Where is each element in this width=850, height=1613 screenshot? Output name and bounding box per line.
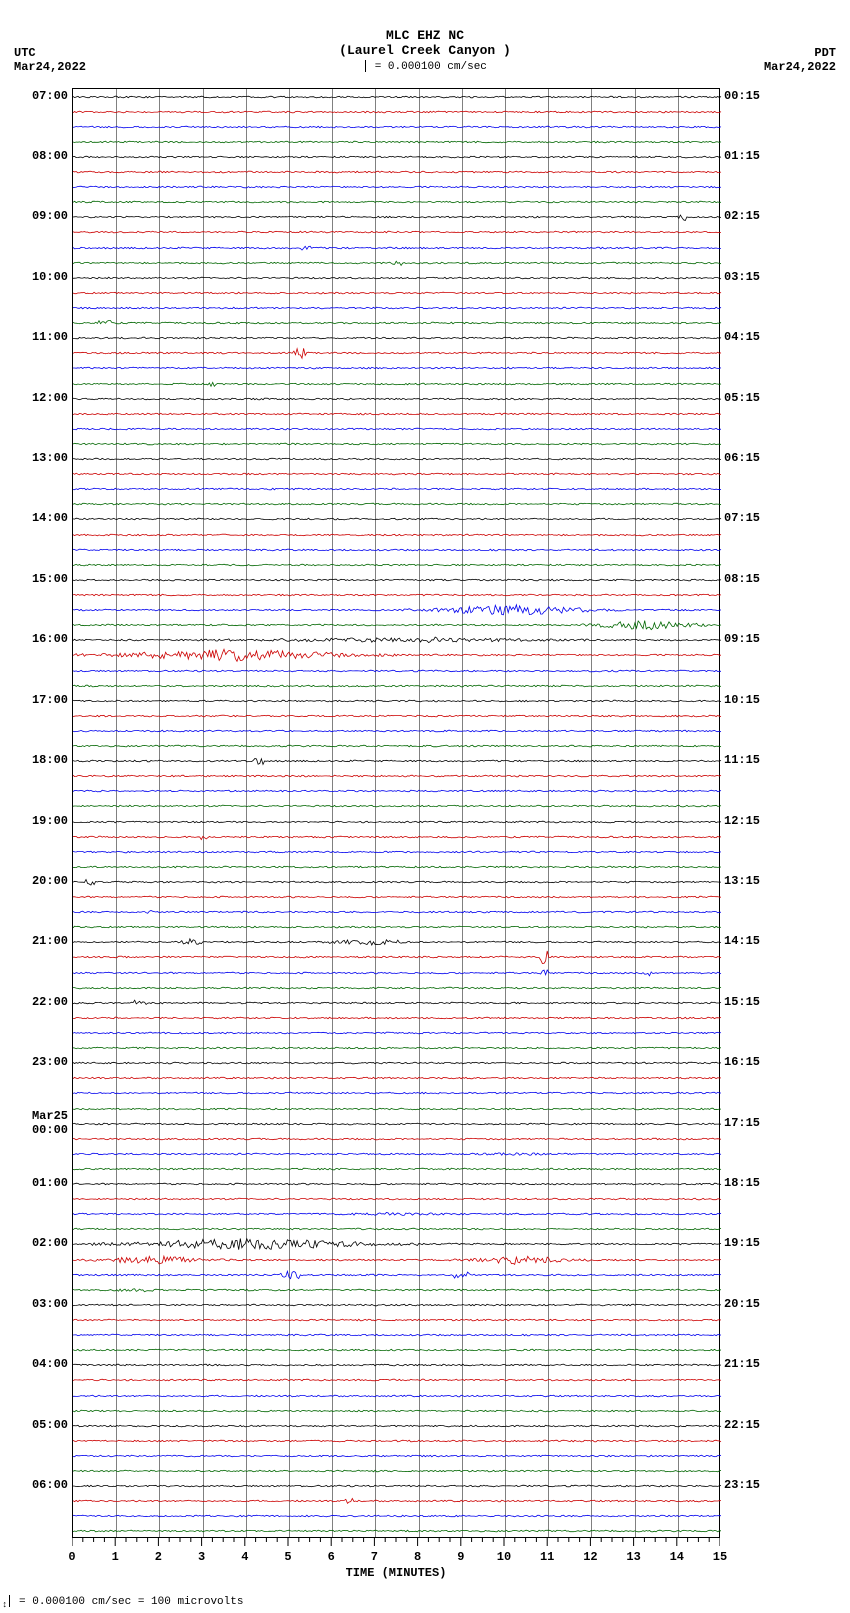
right-time-label: 13:15 — [724, 874, 760, 888]
x-tick-label: 11 — [540, 1550, 554, 1564]
left-time-label: 10:00 — [32, 270, 68, 284]
x-tick-label: 13 — [626, 1550, 640, 1564]
x-tick-label: 5 — [284, 1550, 291, 1564]
x-axis-label: TIME (MINUTES) — [346, 1566, 447, 1580]
x-tick-label: 9 — [457, 1550, 464, 1564]
left-time-label: 17:00 — [32, 693, 68, 707]
right-time-label: 20:15 — [724, 1297, 760, 1311]
right-time-label: 23:15 — [724, 1478, 760, 1492]
right-time-label: 02:15 — [724, 209, 760, 223]
x-tick-label: 14 — [670, 1550, 684, 1564]
left-time-label: 09:00 — [32, 209, 68, 223]
left-time-label: 16:00 — [32, 632, 68, 646]
right-time-label: 00:15 — [724, 89, 760, 103]
corner-top-right: PDT Mar24,2022 — [764, 46, 836, 74]
left-time-label: 04:00 — [32, 1357, 68, 1371]
right-time-label: 12:15 — [724, 814, 760, 828]
x-tick-label: 3 — [198, 1550, 205, 1564]
left-time-label: 03:00 — [32, 1297, 68, 1311]
left-time-label: 20:00 — [32, 874, 68, 888]
footer-scale: ↕ = 0.000100 cm/sec = 100 microvolts — [2, 1595, 243, 1610]
left-time-label: 23:00 — [32, 1055, 68, 1069]
right-time-label: 08:15 — [724, 572, 760, 586]
right-time-label: 22:15 — [724, 1418, 760, 1432]
x-tick-label: 6 — [328, 1550, 335, 1564]
corner-top-left: UTC Mar24,2022 — [14, 46, 86, 74]
chart-header: MLC EHZ NC (Laurel Creek Canyon ) — [0, 0, 850, 58]
right-time-label: 03:15 — [724, 270, 760, 284]
scale-text: = 0.000100 cm/sec — [375, 61, 487, 73]
right-time-label: 04:15 — [724, 330, 760, 344]
right-time-label: 10:15 — [724, 693, 760, 707]
left-time-label: Mar25 00:00 — [32, 1109, 68, 1137]
right-time-label: 15:15 — [724, 995, 760, 1009]
left-time-label: 18:00 — [32, 753, 68, 767]
right-time-label: 21:15 — [724, 1357, 760, 1371]
left-time-label: 14:00 — [32, 511, 68, 525]
tz-right: PDT — [764, 46, 836, 60]
left-time-label: 13:00 — [32, 451, 68, 465]
left-time-label: 21:00 — [32, 934, 68, 948]
left-time-label: 19:00 — [32, 814, 68, 828]
left-time-label: 15:00 — [32, 572, 68, 586]
x-tick-label: 2 — [155, 1550, 162, 1564]
right-time-label: 16:15 — [724, 1055, 760, 1069]
x-tick-label: 7 — [371, 1550, 378, 1564]
seismogram-container: UTC Mar24,2022 PDT Mar24,2022 MLC EHZ NC… — [0, 0, 850, 1613]
x-tick-label: 12 — [583, 1550, 597, 1564]
x-tick-label: 4 — [241, 1550, 248, 1564]
left-time-label: 22:00 — [32, 995, 68, 1009]
left-time-label: 05:00 — [32, 1418, 68, 1432]
x-tick-label: 1 — [112, 1550, 119, 1564]
left-time-label: 02:00 — [32, 1236, 68, 1250]
left-time-label: 08:00 — [32, 149, 68, 163]
right-time-label: 01:15 — [724, 149, 760, 163]
footer-text: = 0.000100 cm/sec = 100 microvolts — [19, 1596, 243, 1608]
left-time-label: 11:00 — [32, 330, 68, 344]
x-tick-label: 0 — [68, 1550, 75, 1564]
x-axis-ticks — [72, 1538, 720, 1552]
right-time-label: 17:15 — [724, 1116, 760, 1130]
plot-area — [72, 88, 720, 1538]
right-time-label: 05:15 — [724, 391, 760, 405]
right-time-label: 11:15 — [724, 753, 760, 767]
right-time-label: 18:15 — [724, 1176, 760, 1190]
x-tick-label: 15 — [713, 1550, 727, 1564]
right-time-label: 07:15 — [724, 511, 760, 525]
x-tick-label: 8 — [414, 1550, 421, 1564]
right-time-label: 14:15 — [724, 934, 760, 948]
left-time-label: 07:00 — [32, 89, 68, 103]
right-time-label: 19:15 — [724, 1236, 760, 1250]
footer-scale-bar-icon — [9, 1595, 10, 1607]
x-tick-label: 10 — [497, 1550, 511, 1564]
date-right: Mar24,2022 — [764, 60, 836, 74]
scale-label: = 0.000100 cm/sec — [0, 60, 850, 73]
scale-bar-icon — [365, 60, 366, 72]
left-time-label: 06:00 — [32, 1478, 68, 1492]
station-title: MLC EHZ NC — [0, 28, 850, 43]
tz-left: UTC — [14, 46, 86, 60]
date-left: Mar24,2022 — [14, 60, 86, 74]
left-time-label: 01:00 — [32, 1176, 68, 1190]
left-time-label: 12:00 — [32, 391, 68, 405]
right-time-label: 09:15 — [724, 632, 760, 646]
right-time-label: 06:15 — [724, 451, 760, 465]
station-location: (Laurel Creek Canyon ) — [0, 43, 850, 58]
